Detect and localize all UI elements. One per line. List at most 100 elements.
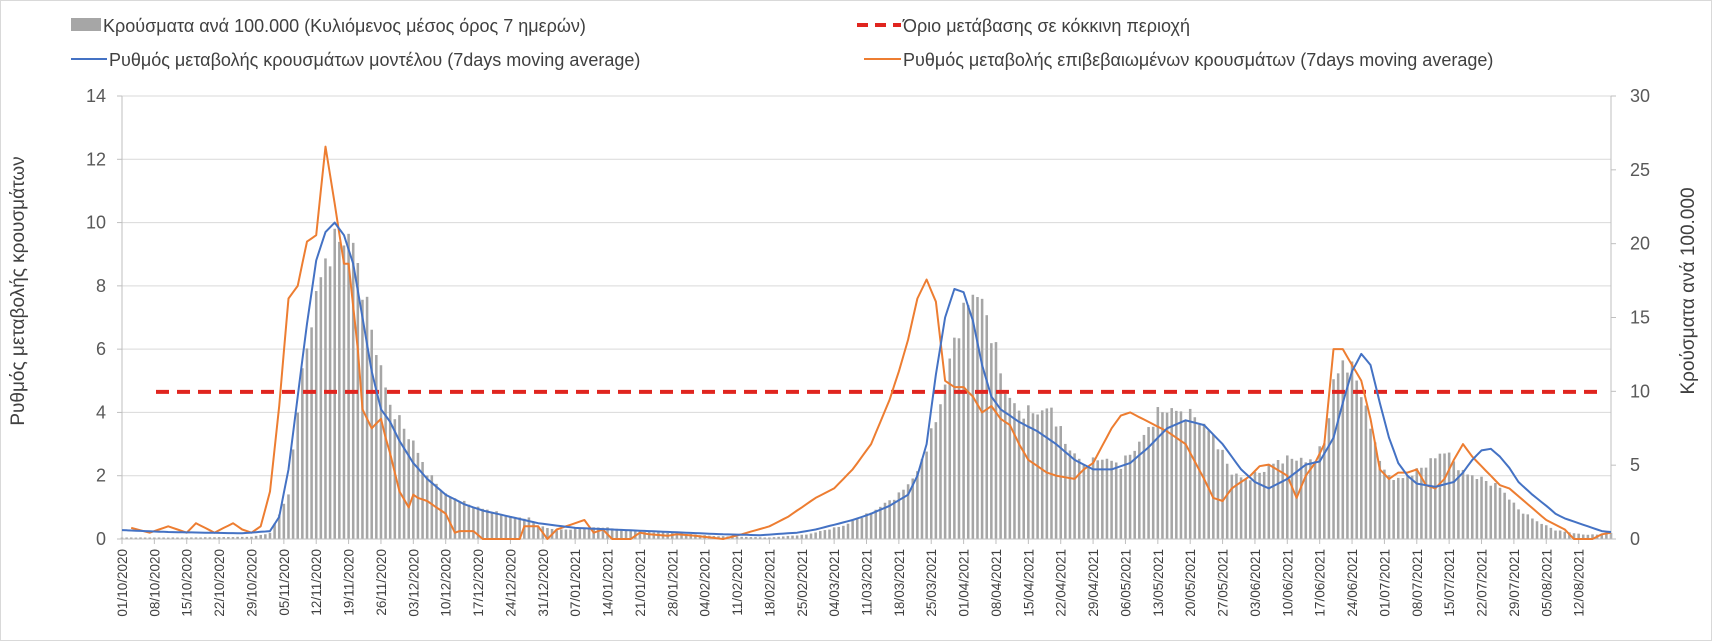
bar [398, 415, 401, 539]
bar [1128, 454, 1132, 539]
bar [1480, 476, 1483, 539]
bar [1600, 534, 1604, 539]
bar [388, 404, 392, 539]
bar [953, 337, 956, 539]
bar [966, 305, 970, 539]
bar [1494, 483, 1497, 539]
x-tick-label: 04/02/2021 [698, 549, 713, 617]
x-tick-label: 03/06/2021 [1248, 549, 1263, 617]
x-tick-label: 29/07/2021 [1507, 549, 1522, 617]
bar [943, 384, 947, 539]
bar [139, 537, 142, 539]
bar [481, 508, 484, 539]
bar [462, 500, 466, 539]
x-tick-label: 15/10/2020 [180, 549, 195, 617]
bar [1198, 424, 1201, 539]
bar [980, 298, 984, 539]
bar [1387, 475, 1391, 539]
bar [222, 537, 226, 539]
legend-swatch-bars [71, 18, 101, 31]
legend-label-model: Ρυθμός μεταβολής κρουσμάτων μοντέλου (7d… [109, 50, 640, 70]
bar [1586, 534, 1590, 539]
x-tick-label: 08/10/2020 [147, 549, 162, 617]
x-tick-label: 27/05/2021 [1216, 549, 1231, 617]
bar [532, 522, 535, 539]
bar [911, 478, 915, 539]
bar [934, 422, 938, 539]
bar [1193, 417, 1197, 539]
bar [513, 517, 517, 539]
legend-label-threshold: Όριο μετάβασης σε κόκκινη περιοχή [902, 16, 1190, 36]
bar [342, 245, 346, 540]
bar [1281, 463, 1284, 539]
bar [1350, 361, 1354, 539]
x-tick-label: 06/05/2021 [1118, 549, 1133, 617]
bar [495, 511, 498, 539]
bar [754, 537, 757, 539]
bar [1323, 443, 1326, 539]
bar [675, 533, 679, 539]
bar [1327, 418, 1331, 539]
bar [185, 537, 189, 539]
bar [217, 537, 221, 539]
bar [176, 537, 179, 539]
x-tick-label: 15/04/2021 [1021, 549, 1036, 617]
bar [1133, 450, 1136, 539]
bar [1286, 455, 1289, 539]
bar [407, 439, 410, 539]
bar [1008, 397, 1012, 539]
bar [416, 452, 420, 539]
bar [791, 535, 794, 539]
bar [1175, 410, 1178, 539]
bar [916, 471, 919, 539]
bar [1262, 471, 1266, 539]
bar [1101, 459, 1104, 539]
bar [828, 529, 831, 539]
bar [1221, 449, 1224, 539]
bar [740, 536, 743, 539]
bar [1424, 467, 1428, 539]
bar [1202, 423, 1206, 539]
bar [282, 503, 286, 539]
bar [1549, 527, 1553, 539]
bar [1068, 450, 1072, 539]
left-tick-label: 4 [96, 402, 106, 422]
left-tick-label: 12 [86, 149, 106, 169]
bar [439, 490, 443, 539]
bar [1544, 525, 1548, 539]
bar [583, 528, 586, 539]
bar [203, 537, 207, 539]
bar [1364, 405, 1368, 539]
bar [860, 518, 864, 539]
bar [1119, 468, 1123, 539]
x-tick-label: 24/12/2020 [503, 549, 518, 617]
x-tick-label: 19/11/2020 [342, 549, 357, 616]
bar [809, 533, 813, 539]
x-tick-label: 25/02/2021 [795, 549, 810, 617]
bar [1138, 441, 1141, 539]
bar [906, 484, 910, 539]
bar [1452, 461, 1456, 539]
bar [319, 277, 323, 539]
bar [310, 327, 313, 539]
x-tick-label: 04/03/2021 [827, 549, 842, 617]
bar [1142, 434, 1146, 539]
bar [823, 530, 827, 539]
bar [190, 537, 193, 539]
bar [1170, 408, 1173, 539]
bar [264, 534, 267, 539]
bar [772, 537, 776, 539]
bar [1332, 379, 1335, 539]
x-tick-label: 28/01/2021 [665, 549, 680, 617]
x-tick-label: 08/07/2021 [1410, 549, 1425, 617]
bar [338, 241, 341, 539]
bar [1151, 426, 1155, 539]
bar [1230, 474, 1234, 539]
bar [971, 294, 975, 539]
bar [1045, 408, 1049, 539]
bar [569, 529, 572, 539]
bar [1299, 457, 1303, 539]
right-tick-label: 25 [1630, 160, 1650, 180]
bar [1022, 418, 1025, 539]
x-tick-label: 14/01/2021 [601, 549, 616, 617]
